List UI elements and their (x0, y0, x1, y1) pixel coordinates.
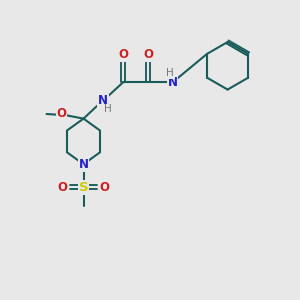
Text: N: N (79, 158, 88, 171)
Text: S: S (79, 181, 88, 194)
Text: H: H (104, 104, 112, 114)
Text: O: O (100, 181, 110, 194)
Text: O: O (56, 107, 66, 120)
Text: O: O (57, 181, 68, 194)
Text: N: N (98, 94, 108, 107)
Text: O: O (118, 48, 128, 61)
Text: O: O (143, 48, 153, 61)
Text: H: H (166, 68, 174, 78)
Text: N: N (168, 76, 178, 89)
